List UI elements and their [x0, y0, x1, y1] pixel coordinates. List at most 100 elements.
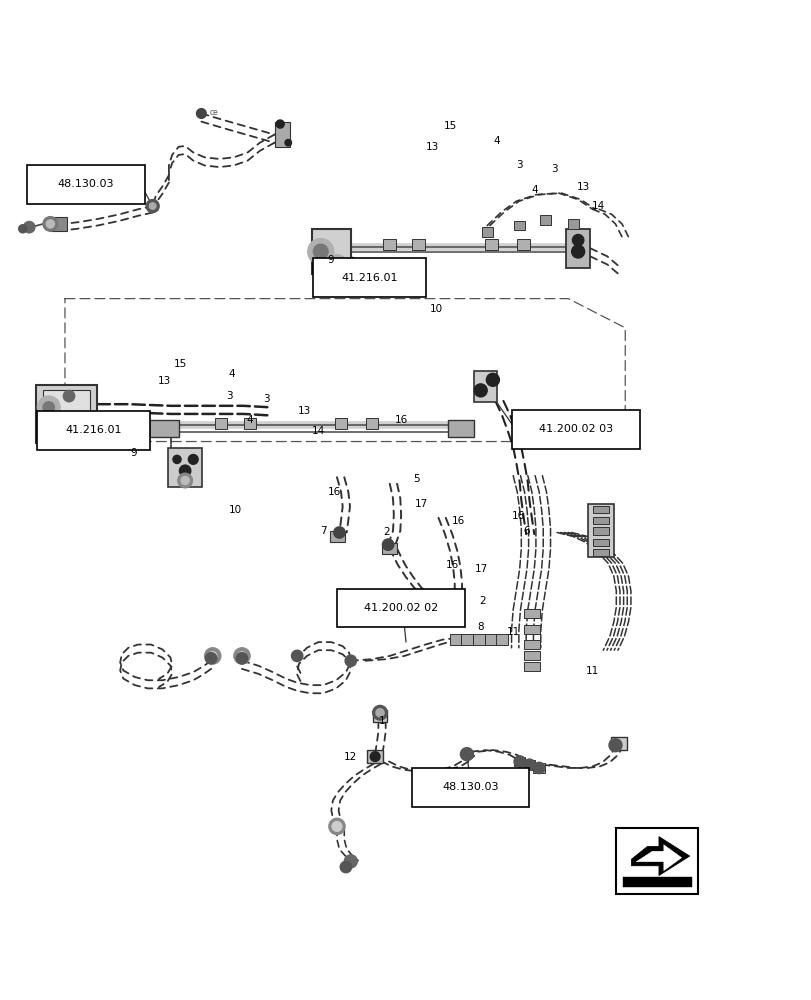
- Text: 13: 13: [158, 376, 171, 386]
- Text: 41.200.02 02: 41.200.02 02: [363, 603, 438, 613]
- Bar: [517, 239, 530, 250]
- FancyBboxPatch shape: [36, 411, 150, 450]
- Text: 6: 6: [522, 526, 529, 536]
- Bar: [214, 418, 226, 429]
- Bar: [592, 506, 608, 513]
- Circle shape: [196, 109, 206, 118]
- Text: 12: 12: [344, 752, 357, 762]
- Bar: [523, 760, 534, 770]
- Circle shape: [333, 527, 345, 538]
- Text: 1: 1: [378, 716, 384, 726]
- Bar: [450, 634, 462, 645]
- FancyBboxPatch shape: [27, 165, 144, 204]
- Bar: [592, 539, 608, 546]
- Text: 9: 9: [131, 448, 137, 458]
- Bar: [330, 531, 345, 542]
- Bar: [484, 239, 497, 250]
- Bar: [383, 239, 396, 250]
- Text: 14: 14: [591, 201, 604, 211]
- Text: 41.216.01: 41.216.01: [65, 425, 122, 435]
- FancyBboxPatch shape: [337, 589, 465, 627]
- Bar: [243, 418, 255, 429]
- Circle shape: [43, 217, 58, 231]
- Text: 15: 15: [444, 121, 457, 131]
- Circle shape: [181, 476, 189, 485]
- Circle shape: [205, 653, 217, 664]
- Polygon shape: [622, 877, 691, 887]
- Text: 17: 17: [474, 564, 487, 574]
- Bar: [523, 609, 539, 618]
- Bar: [448, 420, 474, 437]
- Circle shape: [332, 822, 341, 831]
- Circle shape: [382, 539, 393, 550]
- Circle shape: [523, 759, 534, 770]
- Text: 14: 14: [311, 426, 324, 436]
- Circle shape: [327, 255, 346, 274]
- Bar: [592, 527, 608, 535]
- Text: 13: 13: [298, 406, 311, 416]
- Circle shape: [46, 220, 54, 228]
- Bar: [523, 640, 539, 649]
- Circle shape: [173, 455, 181, 463]
- Text: 17: 17: [414, 499, 427, 509]
- Circle shape: [204, 648, 221, 664]
- Text: 48.130.03: 48.130.03: [58, 179, 114, 189]
- Bar: [43, 390, 90, 437]
- Bar: [334, 418, 346, 429]
- Circle shape: [344, 855, 357, 868]
- Text: 10: 10: [229, 505, 242, 515]
- Text: 41.216.01: 41.216.01: [341, 273, 397, 283]
- Polygon shape: [635, 845, 681, 871]
- Bar: [311, 229, 350, 274]
- Circle shape: [188, 455, 198, 464]
- Circle shape: [572, 234, 583, 246]
- Circle shape: [238, 652, 246, 660]
- FancyBboxPatch shape: [616, 828, 697, 894]
- Circle shape: [149, 203, 156, 209]
- Circle shape: [372, 705, 387, 720]
- Circle shape: [486, 373, 499, 386]
- Bar: [461, 634, 472, 645]
- Text: 4: 4: [493, 136, 500, 146]
- Circle shape: [63, 390, 75, 402]
- Bar: [533, 763, 544, 773]
- Text: 13: 13: [425, 142, 438, 152]
- Circle shape: [340, 861, 351, 873]
- Circle shape: [285, 139, 291, 146]
- Bar: [49, 217, 67, 231]
- Text: 48.130.03: 48.130.03: [442, 782, 498, 792]
- Bar: [513, 221, 525, 230]
- Bar: [36, 385, 97, 443]
- Bar: [382, 543, 397, 554]
- Circle shape: [43, 402, 54, 413]
- Text: ce: ce: [209, 108, 218, 117]
- Bar: [474, 371, 496, 402]
- Bar: [275, 122, 290, 147]
- Circle shape: [236, 653, 247, 664]
- Text: 4: 4: [247, 415, 253, 425]
- Text: 7: 7: [320, 526, 326, 536]
- Text: 9: 9: [327, 255, 333, 265]
- Text: 16: 16: [445, 560, 458, 570]
- Circle shape: [375, 709, 384, 717]
- Circle shape: [234, 648, 250, 664]
- Circle shape: [460, 748, 473, 761]
- Text: 5: 5: [413, 474, 419, 484]
- Bar: [513, 757, 525, 766]
- Circle shape: [178, 473, 192, 488]
- Circle shape: [370, 752, 380, 761]
- Text: 3: 3: [226, 391, 233, 401]
- Bar: [148, 420, 179, 437]
- Circle shape: [72, 416, 90, 434]
- Text: 16: 16: [511, 511, 524, 521]
- Text: 16: 16: [452, 516, 465, 526]
- Text: 8: 8: [477, 622, 483, 632]
- FancyBboxPatch shape: [411, 768, 529, 807]
- Circle shape: [276, 120, 284, 128]
- Circle shape: [24, 221, 35, 233]
- Text: 3: 3: [551, 164, 557, 174]
- Circle shape: [208, 652, 217, 660]
- Text: 10: 10: [429, 304, 442, 314]
- Text: 3: 3: [263, 393, 269, 403]
- Text: 16: 16: [394, 415, 407, 425]
